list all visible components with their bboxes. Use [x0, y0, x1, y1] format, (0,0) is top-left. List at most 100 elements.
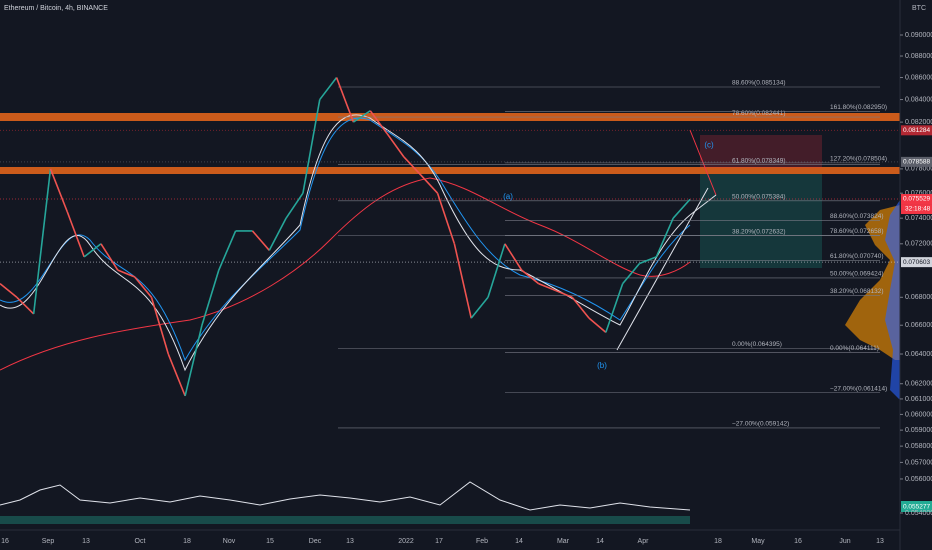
price-segment — [319, 77, 338, 101]
fib-label: 38.20%(0.068132) — [830, 288, 884, 295]
price-segment — [403, 156, 422, 176]
time-label: May — [751, 538, 765, 545]
volume-tag: 0.055277 — [903, 504, 930, 511]
fib-label: 78.60%(0.082441) — [732, 110, 786, 117]
time-label: 13 — [876, 538, 884, 545]
fib-label: 0.00%(0.064111) — [830, 345, 879, 352]
price-segment — [470, 296, 489, 319]
volume-profile — [885, 200, 900, 400]
time-label: 15 — [266, 538, 274, 545]
price-tick-label: 0.086000 — [905, 74, 932, 81]
price-segment — [285, 192, 304, 219]
projection-line — [689, 129, 717, 196]
price-tick-label: 0.088000 — [905, 53, 932, 60]
price-segment — [32, 168, 52, 315]
trend-line — [616, 187, 709, 351]
price-tick-label: 0.078000 — [905, 166, 932, 173]
price-segment — [352, 110, 371, 123]
price-segment — [521, 269, 540, 285]
price-tick-label: 0.056000 — [905, 476, 932, 483]
time-label: 18 — [714, 538, 722, 545]
time-label: Jun — [839, 538, 850, 545]
price-tag-bg — [901, 125, 932, 136]
wave-label: (b) — [597, 361, 607, 370]
price-tick-label: 0.074000 — [905, 215, 932, 222]
volume-line — [0, 481, 691, 511]
moving-average-white — [0, 114, 691, 372]
price-tick-label: 0.062000 — [905, 381, 932, 388]
price-segment — [622, 262, 641, 285]
time-label: 14 — [515, 538, 523, 545]
price-segment — [184, 325, 203, 397]
fib-label: 88.60%(0.073824) — [830, 213, 884, 220]
price-segment — [655, 217, 674, 258]
price-tick-label: 0.072000 — [905, 241, 932, 248]
price-segment — [386, 133, 405, 158]
price-segment — [66, 211, 85, 258]
time-label: Sep — [42, 538, 55, 545]
price-tag: 0.070603 — [903, 259, 930, 266]
fib-label: 0.00%(0.064395) — [732, 341, 782, 348]
price-tick-label: 0.058000 — [905, 443, 932, 450]
price-segment — [571, 296, 590, 319]
price-segment — [487, 243, 506, 298]
price-segment — [605, 283, 624, 333]
resistance-band — [0, 167, 900, 174]
time-label: 16 — [1, 538, 9, 545]
price-tick-label: 0.054000 — [905, 510, 932, 517]
price-segment — [672, 198, 691, 219]
time-label: Nov — [223, 538, 236, 545]
time-label: 14 — [596, 538, 604, 545]
price-segment — [639, 256, 657, 265]
countdown: 32:18:48 — [905, 206, 931, 213]
price-segment — [453, 243, 472, 319]
time-label: Dec — [309, 538, 322, 545]
currency: BTC — [912, 5, 926, 12]
time-label: Feb — [476, 538, 488, 545]
fib-label: −27.00%(0.061414) — [830, 385, 887, 392]
price-segment — [504, 243, 523, 271]
fib-label: −27.00%(0.059142) — [732, 421, 789, 428]
price-segment — [100, 243, 119, 271]
time-label: Mar — [557, 538, 570, 545]
price-tag-bg — [901, 257, 932, 268]
price-segment — [201, 269, 220, 326]
moving-average-blue — [0, 117, 691, 362]
price-segment — [538, 282, 556, 292]
price-tick-label: 0.057000 — [905, 459, 932, 466]
price-tick-label: 0.068000 — [905, 294, 932, 301]
price-segment — [16, 296, 35, 315]
time-label: Oct — [135, 538, 146, 545]
price-segment — [555, 289, 573, 299]
wave-label: (c) — [704, 140, 714, 149]
price-segment — [420, 174, 439, 194]
price-segment — [436, 192, 456, 245]
fib-label: 61.80%(0.078349) — [732, 157, 786, 164]
fib-label: 50.00%(0.069424) — [830, 271, 884, 278]
price-tick-label: 0.064000 — [905, 351, 932, 358]
price-segment — [49, 168, 69, 213]
price-segment — [369, 110, 388, 135]
price-tag: 0.075529 — [903, 196, 930, 203]
price-segment — [588, 317, 607, 333]
price-segment — [134, 276, 153, 298]
time-label: 13 — [346, 538, 354, 545]
price-tick-label: 0.059000 — [905, 427, 932, 434]
price-segment — [302, 99, 321, 194]
countdown-bg — [901, 204, 932, 215]
price-segment — [268, 217, 287, 251]
time-label: 13 — [82, 538, 90, 545]
stop-zone — [700, 135, 822, 168]
price-tick-label: 0.061000 — [905, 396, 932, 403]
fib-label: 161.80%(0.082950) — [830, 104, 887, 111]
price-segment — [0, 283, 18, 298]
wave-label: (a) — [503, 192, 513, 201]
price-tag: 0.078588 — [903, 159, 930, 166]
price-tick-label: 0.090000 — [905, 32, 932, 39]
projection-line — [689, 194, 717, 216]
fib-label: 78.60%(0.072658) — [830, 228, 884, 235]
price-segment — [167, 353, 186, 397]
time-label: 17 — [435, 538, 443, 545]
